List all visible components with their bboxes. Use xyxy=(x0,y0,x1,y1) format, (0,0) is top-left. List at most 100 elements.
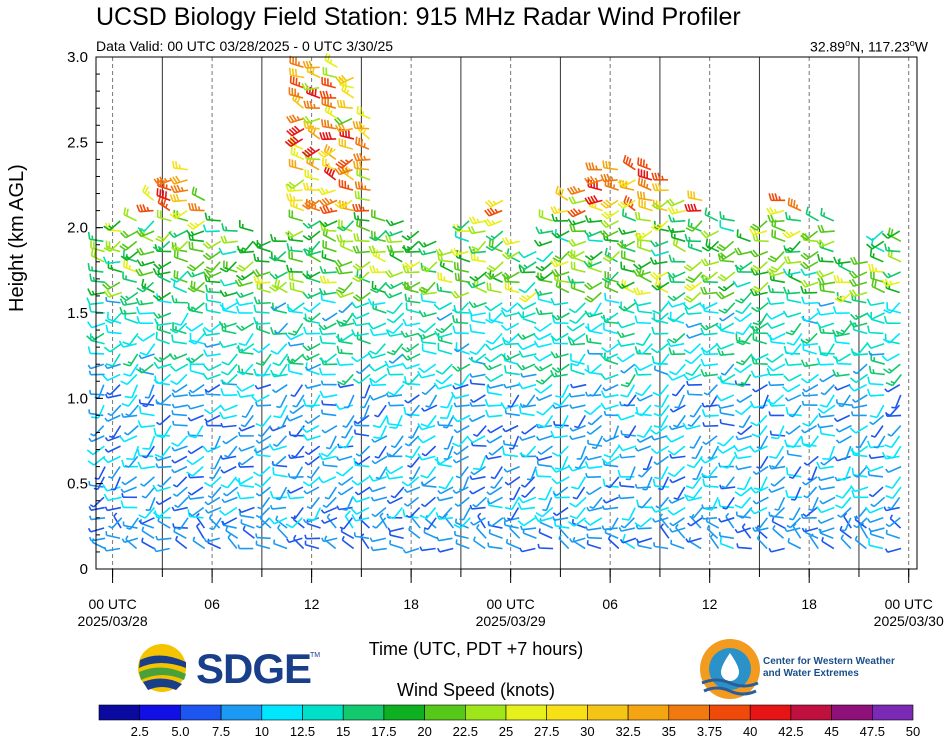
wind-barb-flag xyxy=(176,271,179,279)
wind-barb-flag xyxy=(617,181,624,188)
wind-barb-staff xyxy=(689,281,702,292)
wind-barb-half-flag xyxy=(329,59,333,64)
wind-barb-flag xyxy=(484,375,492,382)
wind-barb-staff xyxy=(307,383,322,389)
wind-barb-flag xyxy=(568,251,576,258)
wind-barb-flag xyxy=(453,382,462,387)
wind-barb-flag xyxy=(164,191,167,199)
wind-barb-half-flag xyxy=(569,435,573,440)
wind-barb-staff xyxy=(107,331,122,335)
wind-barb-half-flag xyxy=(188,512,193,517)
wind-barb-half-flag xyxy=(388,453,393,457)
wind-barb-half-flag xyxy=(784,397,789,402)
wind-barb-flag xyxy=(866,325,871,333)
wind-barb-staff xyxy=(521,506,536,511)
wind-barb-flag xyxy=(136,287,144,293)
wind-barb-staff xyxy=(141,541,155,550)
wind-barb-staff xyxy=(771,353,784,363)
wind-barb-half-flag xyxy=(104,436,109,442)
wind-barb-staff xyxy=(227,445,238,458)
wind-barb-flag xyxy=(800,280,806,288)
wind-barb-staff xyxy=(224,281,239,287)
wind-barb-staff xyxy=(572,522,587,529)
wind-barb-flag xyxy=(749,288,755,296)
wind-barb-half-flag xyxy=(672,217,676,222)
wind-barb-flag xyxy=(767,257,775,263)
wind-barb-staff xyxy=(638,310,653,314)
wind-barb-staff xyxy=(773,251,785,263)
wind-barb-half-flag xyxy=(190,357,196,362)
wind-barb-staff xyxy=(389,496,403,505)
wind-barb-flag xyxy=(650,240,656,247)
wind-barb-flag xyxy=(235,274,243,281)
wind-barb-flag xyxy=(517,502,522,510)
wind-barb-flag xyxy=(104,282,112,289)
wind-barb-half-flag xyxy=(371,513,376,518)
wind-barb-flag xyxy=(314,88,317,97)
wind-barb-staff xyxy=(820,414,835,418)
wind-barb-staff xyxy=(673,332,686,344)
wind-barb-flag xyxy=(451,315,456,323)
wind-barb-staff xyxy=(90,506,105,511)
wind-barb-flag xyxy=(484,398,489,407)
wind-barb-staff xyxy=(771,404,786,407)
wind-barb-flag xyxy=(204,274,208,282)
wind-barb-flag xyxy=(385,235,389,243)
wind-barb-flag xyxy=(787,197,791,206)
wind-barb-half-flag xyxy=(819,378,824,383)
colorbar-label: 5.0 xyxy=(171,724,189,739)
wind-barb-half-flag xyxy=(691,283,696,288)
wind-barb-flag xyxy=(342,100,346,108)
wind-barb-flag xyxy=(668,347,673,355)
wind-barb-flag xyxy=(634,367,639,376)
wind-barb-staff xyxy=(421,424,436,431)
wind-barb-flag xyxy=(87,288,92,296)
wind-barb-staff xyxy=(357,476,370,486)
wind-barb-flag xyxy=(306,148,314,155)
wind-barb-staff xyxy=(212,466,222,479)
wind-barb-staff xyxy=(371,216,386,222)
wind-barb-staff xyxy=(438,383,453,390)
wind-barb-half-flag xyxy=(623,305,628,310)
wind-barb-flag xyxy=(853,256,858,265)
wind-barb-flag xyxy=(883,315,888,324)
wind-barb-half-flag xyxy=(374,414,379,418)
wind-barb-half-flag xyxy=(553,420,556,426)
wind-barb-half-flag xyxy=(586,533,589,538)
wind-barb-staff xyxy=(639,435,653,443)
wind-barb-flag xyxy=(470,252,473,260)
wind-barb-staff xyxy=(656,343,669,354)
wind-barb-staff xyxy=(869,506,884,514)
wind-barb-staff xyxy=(572,540,586,550)
wind-barb-staff xyxy=(756,414,768,427)
wind-barb-flag xyxy=(752,223,760,229)
wind-barb-flag xyxy=(354,263,362,269)
wind-barb-half-flag xyxy=(355,453,361,457)
wind-barb-staff xyxy=(491,230,504,241)
wind-barb-staff xyxy=(107,414,121,423)
wind-barb-staff xyxy=(479,456,487,470)
wind-barb-half-flag xyxy=(752,388,757,393)
wind-barb-half-flag xyxy=(204,509,209,514)
wind-barb-staff xyxy=(289,257,304,263)
wind-barb-staff xyxy=(106,534,121,540)
wind-barb-flag xyxy=(700,327,705,336)
wind-barb-half-flag xyxy=(454,503,459,507)
wind-barb-half-flag xyxy=(657,223,663,228)
wind-barb-staff xyxy=(859,435,868,449)
wind-barb-half-flag xyxy=(819,500,824,505)
wind-barb-staff xyxy=(605,312,619,322)
wind-barb-staff xyxy=(124,317,139,324)
wind-barb-staff xyxy=(190,414,204,422)
wind-barb-flag xyxy=(355,161,359,169)
wind-barb-flag xyxy=(803,279,809,287)
wind-barb-staff xyxy=(421,373,436,379)
wind-barb-half-flag xyxy=(292,404,297,408)
wind-barb-half-flag xyxy=(257,433,263,438)
wind-barb-staff xyxy=(129,363,139,377)
wind-barb-flag xyxy=(521,295,529,301)
wind-barb-half-flag xyxy=(108,225,113,229)
wind-barb-flag xyxy=(643,179,646,188)
wind-barb-flag xyxy=(550,466,557,473)
wind-barb-flag xyxy=(385,282,392,290)
